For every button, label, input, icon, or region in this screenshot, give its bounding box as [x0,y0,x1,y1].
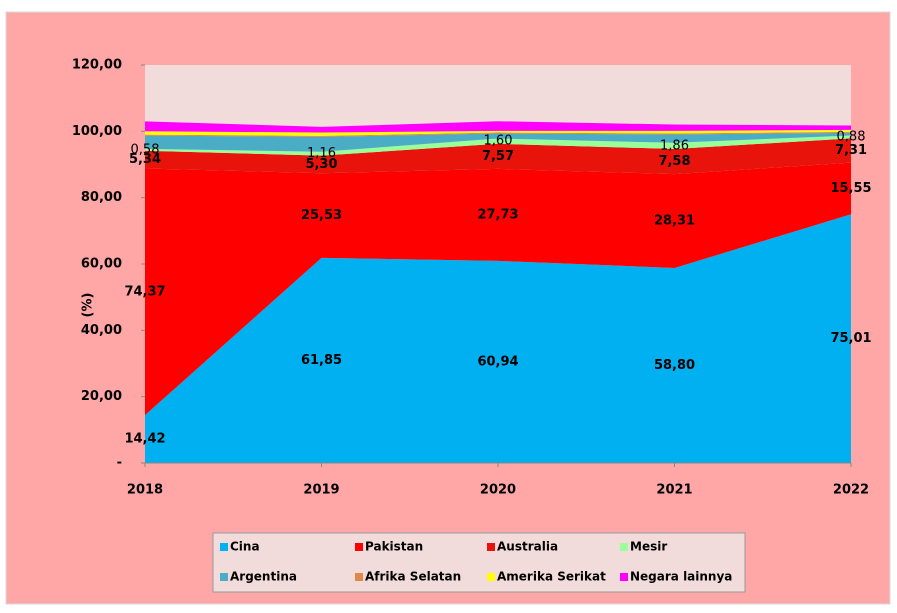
area [145,162,851,416]
legend-swatch [355,573,363,581]
legend-label: Pakistan [365,540,423,554]
y-axis-label: (%) [81,293,96,318]
legend-label: Australia [497,540,558,554]
data-label: 61,85 [301,353,342,368]
data-label: 28,31 [654,214,695,229]
legend-swatch [620,543,628,551]
area [145,138,851,175]
data-label: 5,30 [305,157,337,172]
area [145,132,851,152]
y-tick-label: - [117,456,122,471]
data-label: 27,73 [477,207,518,222]
legend-label: Negara lainnya [630,570,732,584]
area [145,121,851,133]
area [145,131,851,137]
y-tick-label: 100,00 [72,124,122,139]
legend-label: Argentina [230,570,297,584]
y-tick-label: 60,00 [81,257,122,272]
area [145,129,851,136]
y-tick-label: 80,00 [81,190,122,205]
legend-label: Afrika Selatan [365,570,461,584]
data-label: 25,53 [301,208,342,223]
x-tick-label: 2020 [480,483,516,498]
data-label: 5,34 [129,152,161,167]
legend-label: Cina [230,540,260,554]
data-label: 7,57 [482,149,514,164]
area [145,214,851,463]
data-label: 1,86 [660,138,689,153]
legend-swatch [220,543,228,551]
data-label: 0,58 [131,142,160,157]
legend-swatch [487,543,495,551]
data-label: 60,94 [477,354,518,369]
legend-label: Amerika Serikat [497,570,606,584]
x-tick-label: 2019 [303,483,339,498]
data-label: 14,42 [124,432,165,447]
legend-box [212,532,746,593]
data-label: 74,37 [124,284,165,299]
legend-swatch [487,573,495,581]
data-label: 15,55 [830,181,871,196]
data-label: 7,31 [835,143,867,158]
data-label: 1,60 [484,134,513,149]
data-label: 7,58 [658,154,690,169]
y-tick-label: 120,00 [72,58,122,73]
data-label: 58,80 [654,358,695,373]
x-tick-label: 2022 [833,483,869,498]
data-label: 1,16 [307,146,336,161]
y-tick-label: 20,00 [81,389,122,404]
legend-swatch [355,543,363,551]
x-tick-label: 2021 [656,483,692,498]
x-tick-label: 2018 [127,483,163,498]
legend-label: Mesir [630,540,667,554]
legend-swatch [220,573,228,581]
data-label: 0,88 [837,129,866,144]
data-label: 75,01 [830,331,871,346]
y-tick-label: 40,00 [81,323,122,338]
legend-swatch [620,573,628,581]
area [145,135,851,156]
